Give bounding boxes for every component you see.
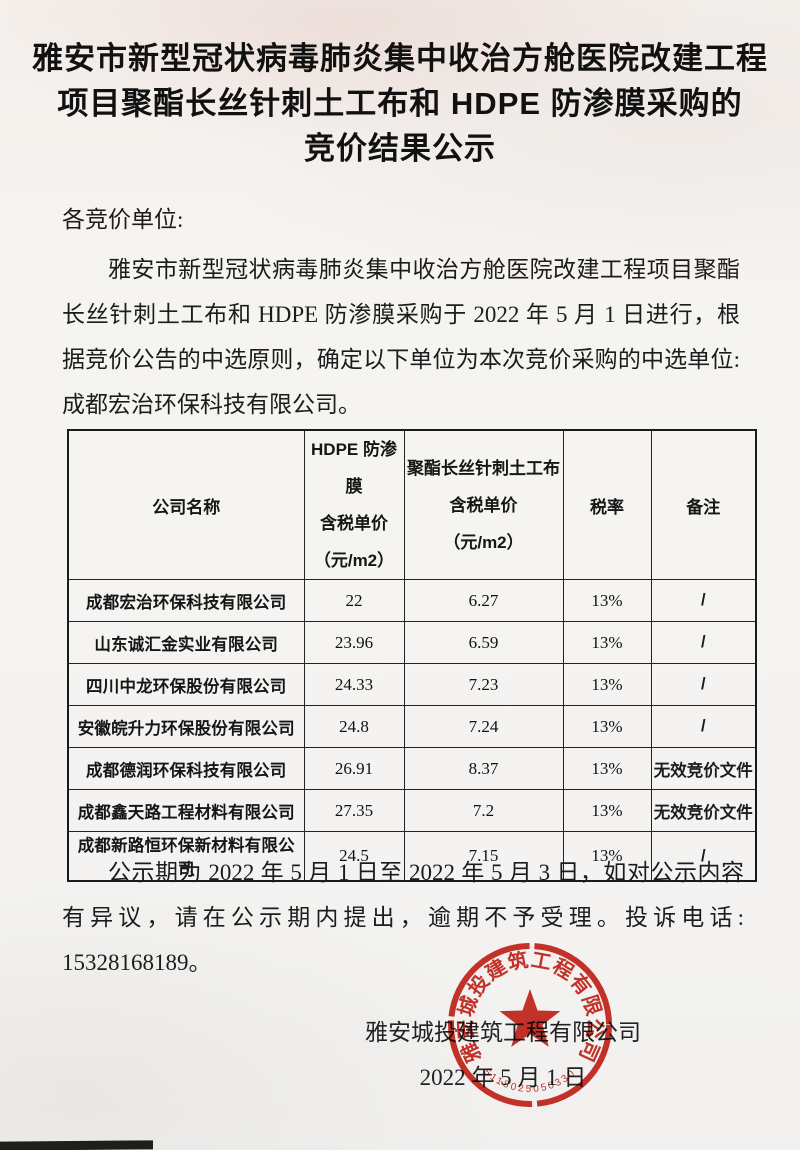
remark-cell: / xyxy=(650,579,757,622)
title-line-3: 竞价结果公示 xyxy=(304,131,496,166)
table-row: 成都鑫天路工程材料有限公司 27.35 7.2 13% 无效竞价文件 xyxy=(67,789,757,832)
company-cell: 四川中龙环保股份有限公司 xyxy=(67,663,305,706)
fabric-price-cell: 7.24 xyxy=(403,705,564,748)
company-cell: 成都宏治环保科技有限公司 xyxy=(67,579,305,622)
fabric-price-cell: 8.37 xyxy=(403,747,564,790)
table-row: 成都宏治环保科技有限公司 22 6.27 13% / xyxy=(67,579,757,622)
tax-rate-cell: 13% xyxy=(562,663,652,706)
table-row: 安徽皖升力环保股份有限公司 24.8 7.24 13% / xyxy=(67,705,757,748)
company-cell: 成都新路恒环保新材料有限公司 xyxy=(67,831,305,882)
title-line-2: 项目聚酯长丝针刺土工布和 HDPE 防渗膜采购的 xyxy=(57,86,743,121)
scan-edge-artifact xyxy=(0,1140,153,1150)
tax-rate-cell: 13% xyxy=(562,621,652,664)
col-header-remark: 备注 xyxy=(650,429,757,580)
seal-serial-number: 5118025050330 xyxy=(481,1067,576,1095)
table-row: 成都新路恒环保新材料有限公司 24.5 7.15 13% / xyxy=(67,831,757,882)
star-icon xyxy=(499,989,561,1047)
body-paragraph: 雅安市新型冠状病毒肺炎集中收治方舱医院改建工程项目聚酯长丝针刺土工布和 HDPE… xyxy=(62,257,740,417)
signature-block: 雅安城投建筑工程有限公司 2022 年 5 月 1 日 xyxy=(342,1010,664,1100)
signature-company: 雅安城投建筑工程有限公司 xyxy=(365,1020,641,1045)
remark-cell: / xyxy=(650,621,757,664)
table-row: 四川中龙环保股份有限公司 24.33 7.23 13% / xyxy=(67,663,757,706)
tax-rate-cell: 13% xyxy=(562,747,652,790)
remark-cell: / xyxy=(650,663,757,706)
salutation: 各竞价单位: xyxy=(62,207,184,232)
tax-rate-cell: 13% xyxy=(562,579,652,622)
col-header-tax-rate: 税率 xyxy=(562,429,652,580)
fabric-price-cell: 7.15 xyxy=(403,831,564,882)
svg-text:5118025050330: 5118025050330 xyxy=(481,1067,578,1095)
hdpe-price-cell: 24.5 xyxy=(303,831,405,882)
title-line-1: 雅安市新型冠状病毒肺炎集中收治方舱医院改建工程 xyxy=(32,41,768,76)
col-header-fabric-price: 聚酯长丝针刺土工布 含税单价 （元/m2） xyxy=(403,429,564,580)
hdpe-price-cell: 23.96 xyxy=(303,621,405,664)
seal-ring xyxy=(448,943,612,1107)
fabric-price-cell: 6.59 xyxy=(403,621,564,664)
hdpe-price-cell: 24.8 xyxy=(303,705,405,748)
fabric-price-cell: 6.27 xyxy=(403,579,564,622)
company-seal-stamp: 雅安城投建筑工程有限公司 5118025050330 xyxy=(448,943,612,1107)
tax-rate-cell: 13% xyxy=(562,705,652,748)
col-header-hdpe-price: HDPE 防渗膜 含税单价 （元/m2） xyxy=(303,429,405,580)
company-cell: 安徽皖升力环保股份有限公司 xyxy=(67,705,305,748)
hdpe-price-cell: 22 xyxy=(303,579,405,622)
hdpe-price-cell: 27.35 xyxy=(303,789,405,832)
table-row: 成都德润环保科技有限公司 26.91 8.37 13% 无效竞价文件 xyxy=(67,747,757,790)
table-row: 山东诚汇金实业有限公司 23.96 6.59 13% / xyxy=(67,621,757,664)
company-cell: 山东诚汇金实业有限公司 xyxy=(67,621,305,664)
hdpe-price-cell: 24.33 xyxy=(303,663,405,706)
hdpe-price-cell: 26.91 xyxy=(303,747,405,790)
remark-cell: 无效竞价文件 xyxy=(650,747,757,790)
bid-results-table-wrap: 公司名称 HDPE 防渗膜 含税单价 （元/m2） 聚酯长丝针刺土工布 含税单价… xyxy=(67,429,757,882)
remark-cell: / xyxy=(650,831,757,882)
tax-rate-cell: 13% xyxy=(562,831,652,882)
page-title: 雅安市新型冠状病毒肺炎集中收治方舱医院改建工程 项目聚酯长丝针刺土工布和 HDP… xyxy=(30,36,770,171)
company-cell: 成都鑫天路工程材料有限公司 xyxy=(67,789,305,832)
company-cell: 成都德润环保科技有限公司 xyxy=(67,747,305,790)
closing-paragraph: 公示期为 2022 年 5 月 1 日至 2022 年 5 月 3 日，如对公示… xyxy=(62,860,744,975)
fabric-price-cell: 7.2 xyxy=(403,789,564,832)
signature-date: 2022 年 5 月 1 日 xyxy=(419,1065,587,1090)
remark-cell: 无效竞价文件 xyxy=(650,789,757,832)
bid-results-table: 公司名称 HDPE 防渗膜 含税单价 （元/m2） 聚酯长丝针刺土工布 含税单价… xyxy=(67,429,757,882)
tax-rate-cell: 13% xyxy=(562,789,652,832)
fabric-price-cell: 7.23 xyxy=(403,663,564,706)
remark-cell: / xyxy=(650,705,757,748)
table-header-row: 公司名称 HDPE 防渗膜 含税单价 （元/m2） 聚酯长丝针刺土工布 含税单价… xyxy=(67,429,757,580)
col-header-company: 公司名称 xyxy=(67,429,305,580)
